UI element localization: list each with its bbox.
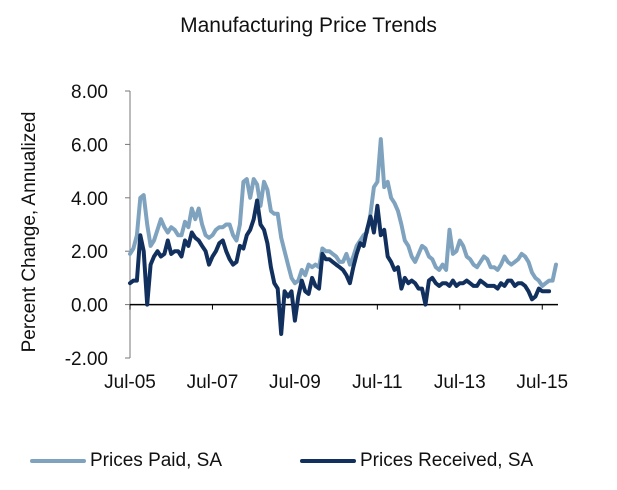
y-tick-label: 0.00 — [71, 296, 108, 317]
legend-label-prices-paid: Prices Paid, SA — [90, 450, 222, 471]
y-tick-label: 2.00 — [71, 242, 108, 263]
series-line-prices-paid — [128, 137, 558, 288]
y-tick-label: -2.00 — [65, 349, 108, 370]
series-group — [128, 137, 558, 336]
y-tick-label: 8.00 — [71, 82, 108, 103]
legend-label-prices-received: Prices Received, SA — [360, 450, 534, 471]
legend-item-prices-paid: Prices Paid, SA — [30, 450, 222, 472]
legend-swatch-prices-paid — [30, 459, 86, 463]
legend-item-prices-received: Prices Received, SA — [300, 450, 533, 472]
series-line-prices-received — [128, 198, 552, 336]
x-tick-label: Jul-11 — [352, 372, 402, 393]
x-tick-label: Jul-05 — [104, 372, 156, 393]
x-tick-label: Jul-07 — [187, 372, 239, 393]
x-tick-label: Jul-15 — [516, 372, 568, 393]
y-tick-label: 6.00 — [71, 135, 108, 156]
legend-swatch-prices-received — [300, 459, 356, 463]
chart-title: Manufacturing Price Trends — [180, 14, 437, 37]
legend: Prices Paid, SA Prices Received, SA — [0, 450, 617, 480]
y-tick-label: 4.00 — [71, 189, 108, 210]
x-tick-label: Jul-13 — [434, 372, 486, 393]
x-tick-label: Jul-09 — [269, 372, 321, 393]
